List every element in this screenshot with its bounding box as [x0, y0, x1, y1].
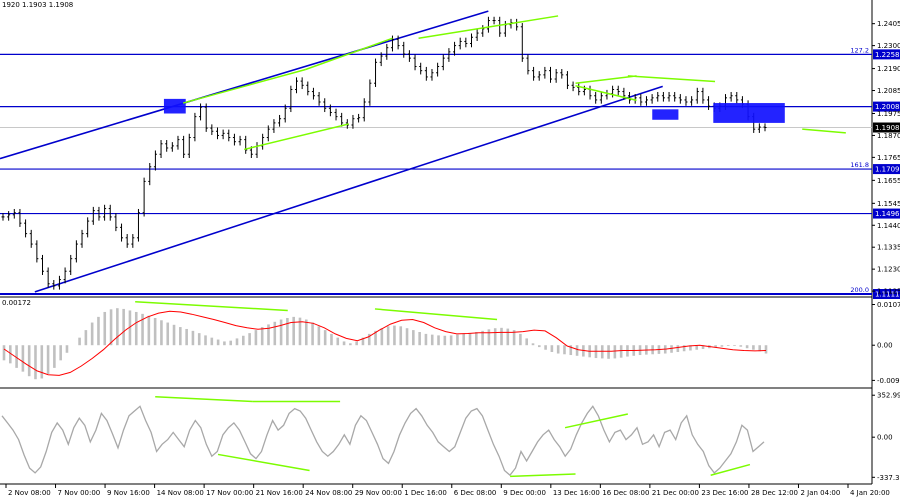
cci-divergence-line	[564, 413, 628, 429]
x-tick-label: 2 Jan 04:00	[800, 489, 840, 497]
highlight-box	[713, 103, 785, 123]
channel-line	[34, 85, 663, 293]
osc-y-tick-label: 0.01077	[877, 301, 900, 309]
osc-signal-line	[3, 310, 767, 376]
osc-divergence-line	[374, 308, 498, 321]
y-tick-label: 1.2085	[877, 87, 900, 95]
y-tick-label: 1.1655	[877, 177, 900, 185]
cci-divergence-line	[710, 463, 751, 476]
x-tick-label: 9 Nov 16:00	[107, 489, 150, 497]
y-tick-label: 1.1870	[877, 132, 900, 140]
x-tick-label: 9 Dec 00:00	[503, 489, 546, 497]
divergence-line	[418, 15, 559, 40]
fib-label: 200.0	[850, 286, 869, 294]
osc-top-label: 0.00172	[2, 299, 31, 307]
divergence-line	[627, 75, 716, 83]
x-tick-label: 4 Jan 20:00	[850, 489, 890, 497]
highlight-box	[652, 109, 679, 120]
fib-label: 161.8	[850, 161, 869, 169]
divergence-line	[575, 75, 637, 84]
x-tick-label: 6 Dec 08:00	[454, 489, 497, 497]
cci-y-tick-label: 0.00	[877, 434, 893, 442]
price-panel[interactable]	[0, 10, 846, 293]
oscillator-panel[interactable]	[2, 301, 768, 380]
x-tick-label: 13 Dec 16:00	[553, 489, 600, 497]
x-tick-label: 24 Nov 08:00	[305, 489, 352, 497]
y-tick-label: 1.1545	[877, 200, 900, 208]
divergence-line	[575, 84, 637, 102]
x-tick-label: 23 Dec 16:00	[701, 489, 748, 497]
level-tag-label: 1.1496	[875, 210, 900, 218]
x-tick-label: 17 Nov 00:00	[206, 489, 253, 497]
x-tick-label: 29 Nov 00:00	[355, 489, 402, 497]
x-tick-label: 14 Nov 08:00	[157, 489, 204, 497]
y-tick-label: 1.1125	[877, 288, 900, 296]
level-tag-label: 1.2258	[875, 51, 900, 59]
cci-line	[1, 405, 765, 477]
panel-frames	[0, 0, 873, 485]
cci-divergence-line	[217, 453, 310, 472]
y-tick-label: 1.2405	[877, 20, 900, 28]
level-tag	[873, 101, 900, 112]
divergence-line	[802, 128, 846, 134]
level-tag-label: 1.2008	[875, 103, 900, 111]
divergence-line	[304, 37, 393, 71]
cci-divergence-line	[510, 473, 576, 478]
level-tag-label: 1.1111	[875, 291, 900, 299]
x-tick-label: 2 Nov 08:00	[8, 489, 51, 497]
cci-divergence-line	[155, 396, 253, 403]
y-tick-label: 1.2190	[877, 65, 900, 73]
cci-y-tick-label: 352.9968	[877, 392, 900, 400]
osc-divergence-line	[135, 301, 288, 312]
y-tick-label: 1.1975	[877, 110, 900, 118]
current-price-label: 1.1908	[875, 124, 900, 132]
current-price-tag	[873, 122, 900, 133]
level-tag	[873, 208, 900, 219]
x-tick-label: 28 Dec 12:00	[751, 489, 798, 497]
osc-y-tick-label: 0.00	[877, 342, 893, 350]
ohlc-header: 1920 1.1903 1.1908	[2, 1, 74, 9]
y-tick-label: 1.1765	[877, 154, 900, 162]
highlight-box	[163, 98, 186, 114]
x-tick-label: 21 Dec 00:00	[652, 489, 699, 497]
axes: 1.2405 1.2300 1.2190 1.2085 1.1975 1.1870 1.17…	[2, 20, 900, 497]
level-tag-label: 1.1709	[875, 166, 900, 174]
divergence-line	[243, 123, 349, 151]
y-tick-label: 1.1230	[877, 266, 900, 274]
y-tick-label: 1.2300	[877, 42, 900, 50]
osc-y-tick-label: -0.00931	[877, 377, 900, 385]
x-tick-label: 16 Dec 08:00	[602, 489, 649, 497]
y-tick-label: 1.1335	[877, 244, 900, 252]
x-tick-label: 21 Nov 16:00	[256, 489, 303, 497]
level-tag	[873, 49, 900, 60]
channel-line	[0, 10, 489, 160]
cci-y-tick-label: -337.3265	[877, 474, 900, 482]
cci-panel[interactable]	[1, 396, 765, 478]
divergence-line	[182, 68, 306, 104]
level-tag	[873, 289, 900, 299]
x-tick-label: 7 Nov 00:00	[58, 489, 101, 497]
fib-label: 127.2	[850, 46, 869, 54]
y-tick-label: 1.1440	[877, 222, 900, 230]
x-tick-label: 1 Dec 16:00	[404, 489, 447, 497]
level-lines: 1.2258 127.2 1.2008 1.1709 161.8 1.1496 1.1111…	[0, 46, 900, 299]
level-tag	[873, 164, 900, 175]
